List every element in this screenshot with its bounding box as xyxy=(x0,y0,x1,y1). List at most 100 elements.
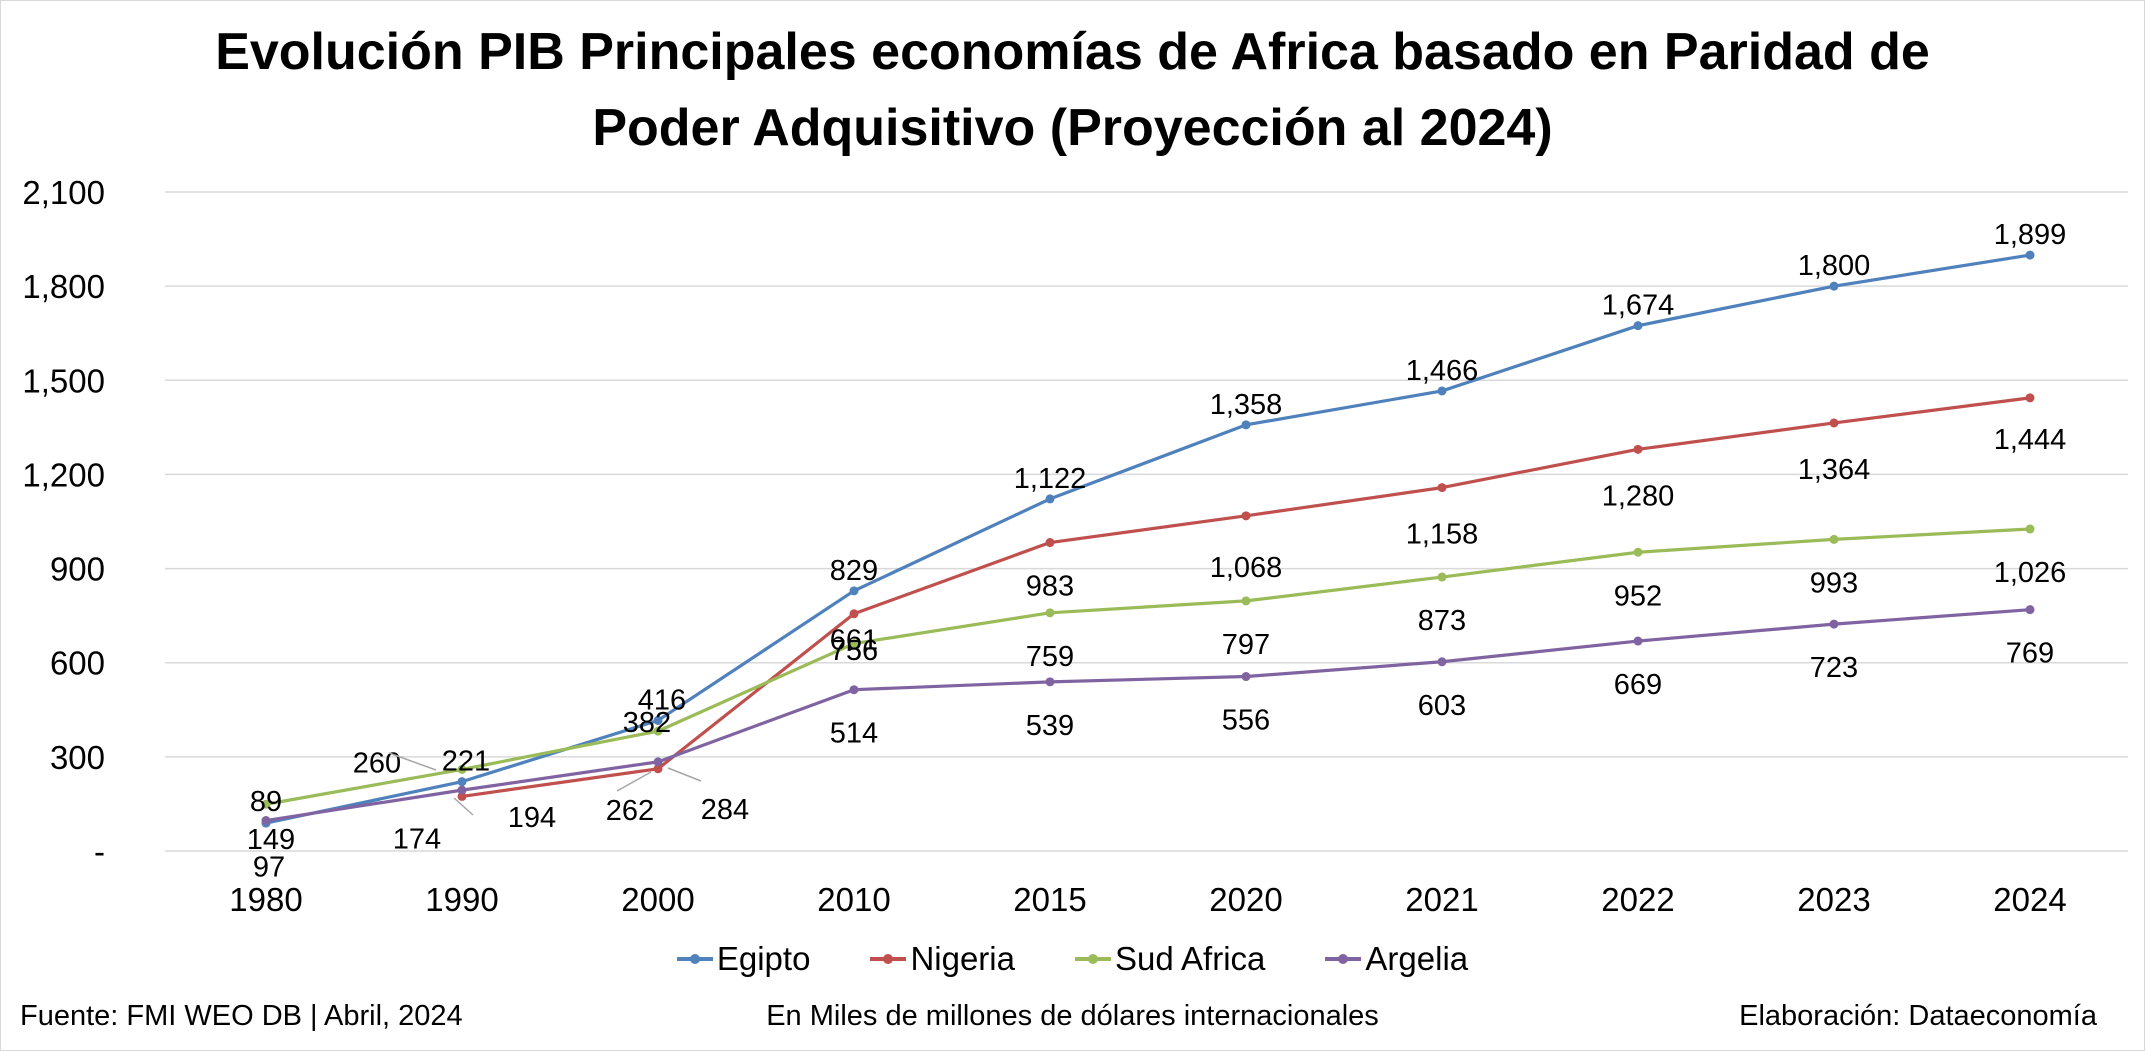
data-label-argelia: 514 xyxy=(830,718,878,750)
data-point-nigeria xyxy=(2025,393,2035,403)
label-leader-line xyxy=(667,767,702,782)
data-label-egipto: 1,466 xyxy=(1406,355,1479,387)
data-point-egipto xyxy=(1045,494,1055,504)
x-tick-label: 2024 xyxy=(1993,881,2066,918)
data-point-sud-africa xyxy=(1829,534,1839,544)
footer-units: En Miles de millones de dólares internac… xyxy=(766,1000,1379,1032)
data-label-argelia: 603 xyxy=(1418,690,1466,722)
data-point-argelia xyxy=(261,816,271,826)
data-label-argelia: 194 xyxy=(508,802,556,834)
legend-item-nigeria: Nigeria xyxy=(870,940,1015,978)
legend-item-sud-africa: Sud Africa xyxy=(1074,940,1266,978)
data-label-sud-africa: 1,026 xyxy=(1994,557,2067,589)
data-point-nigeria xyxy=(457,791,467,801)
legend-swatch-nigeria xyxy=(870,954,907,964)
y-tick-label: - xyxy=(94,833,105,870)
data-point-egipto xyxy=(1241,420,1251,430)
legend-label-egipto: Egipto xyxy=(716,940,811,977)
data-label-egipto: 416 xyxy=(638,684,686,716)
y-tick-label: 1,500 xyxy=(22,362,105,399)
x-tick-label: 1990 xyxy=(425,881,498,918)
x-tick-label: 2015 xyxy=(1013,881,1086,918)
data-point-nigeria xyxy=(1633,444,1643,454)
data-label-egipto: 89 xyxy=(250,786,282,818)
data-point-nigeria xyxy=(1437,483,1447,493)
data-point-nigeria xyxy=(1241,511,1251,521)
data-point-egipto xyxy=(1633,321,1643,331)
data-label-sud-africa: 759 xyxy=(1026,641,1074,673)
data-point-sud-africa xyxy=(261,799,271,809)
x-tick-label: 2023 xyxy=(1797,881,1870,918)
data-label-sud-africa: 260 xyxy=(353,747,401,779)
data-label-egipto: 1,800 xyxy=(1798,250,1871,282)
data-label-sud-africa: 952 xyxy=(1614,580,1662,612)
data-point-egipto xyxy=(1829,281,1839,291)
data-label-egipto: 829 xyxy=(830,555,878,587)
data-point-egipto xyxy=(653,715,663,725)
data-label-egipto: 1,674 xyxy=(1602,290,1675,322)
data-label-nigeria: 174 xyxy=(393,823,441,855)
series-line-argelia xyxy=(265,608,2031,823)
data-point-nigeria xyxy=(849,609,859,619)
data-label-argelia: 669 xyxy=(1614,669,1662,701)
data-label-argelia: 284 xyxy=(701,794,749,826)
legend-item-egipto: Egipto xyxy=(676,940,811,978)
data-label-sud-africa: 661 xyxy=(830,625,878,657)
data-point-sud-africa xyxy=(1045,608,1055,618)
data-point-egipto xyxy=(2025,250,2035,260)
x-tick-label: 2022 xyxy=(1601,881,1674,918)
footer-credit: Elaboración: Dataeconomía xyxy=(1739,1000,2097,1032)
data-label-argelia: 97 xyxy=(253,852,285,884)
data-point-sud-africa xyxy=(457,764,467,774)
data-point-argelia xyxy=(1241,672,1251,682)
label-leader-line xyxy=(388,752,437,771)
data-label-nigeria: 756 xyxy=(830,635,878,667)
data-label-argelia: 723 xyxy=(1810,652,1858,684)
chart-title: Evolución PIB Principales economías de A… xyxy=(0,14,2145,166)
data-point-argelia xyxy=(2025,605,2035,615)
data-point-egipto xyxy=(849,586,859,596)
data-label-sud-africa: 873 xyxy=(1418,605,1466,637)
chart-legend: Egipto Nigeria Sud Africa Argelia xyxy=(0,940,2145,978)
data-label-sud-africa: 797 xyxy=(1222,629,1270,661)
legend-label-sud-africa: Sud Africa xyxy=(1114,940,1266,977)
x-tick-label: 2021 xyxy=(1405,881,1478,918)
data-point-argelia xyxy=(1633,636,1643,646)
data-label-egipto: 221 xyxy=(442,746,490,778)
legend-item-argelia: Argelia xyxy=(1325,940,1468,978)
data-point-sud-africa xyxy=(1241,596,1251,606)
data-label-nigeria: 983 xyxy=(1026,571,1074,603)
data-point-argelia xyxy=(457,785,467,795)
series-line-egipto xyxy=(265,253,2031,825)
legend-swatch-argelia xyxy=(1325,954,1362,964)
data-point-sud-africa xyxy=(653,726,663,736)
data-label-nigeria: 1,068 xyxy=(1210,552,1283,584)
data-label-nigeria: 262 xyxy=(606,795,654,827)
chart-title-line-2: Poder Adquisitivo (Proyección al 2024) xyxy=(592,99,1553,157)
data-point-sud-africa xyxy=(2025,524,2035,534)
y-tick-label: 300 xyxy=(50,739,105,776)
legend-swatch-egipto xyxy=(676,954,713,964)
data-label-sud-africa: 382 xyxy=(623,707,671,739)
data-label-nigeria: 1,364 xyxy=(1798,454,1871,486)
data-point-argelia xyxy=(849,685,859,695)
x-tick-label: 2000 xyxy=(621,881,694,918)
legend-swatch-sud-africa xyxy=(1074,954,1111,964)
y-tick-label: 1,800 xyxy=(22,268,105,305)
data-point-argelia xyxy=(653,757,663,767)
x-tick-label: 2020 xyxy=(1209,881,1282,918)
data-point-nigeria xyxy=(1045,538,1055,548)
data-point-egipto xyxy=(457,777,467,787)
data-point-sud-africa xyxy=(1633,547,1643,557)
data-label-nigeria: 1,444 xyxy=(1994,424,2067,456)
data-point-nigeria xyxy=(653,764,663,774)
data-label-egipto: 1,122 xyxy=(1014,463,1087,495)
data-point-argelia xyxy=(1829,619,1839,629)
data-label-egipto: 1,899 xyxy=(1994,219,2067,251)
y-tick-label: 900 xyxy=(50,551,105,588)
data-label-egipto: 1,358 xyxy=(1210,389,1283,421)
data-label-argelia: 769 xyxy=(2006,638,2054,670)
y-tick-label: 600 xyxy=(50,645,105,682)
data-point-egipto xyxy=(1437,386,1447,396)
